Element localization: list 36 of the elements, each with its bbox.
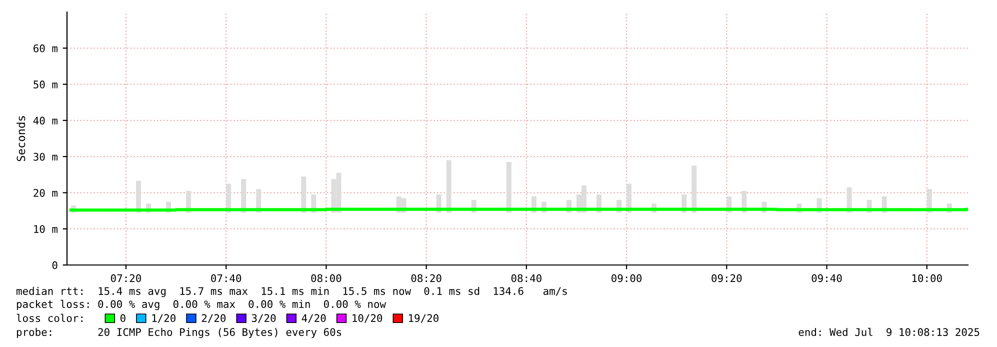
text: end: Wed Jul 9 10:08:13 2025 [798, 328, 980, 336]
legend-label: 19/20 [409, 314, 438, 323]
legend-label: 1/20 [152, 314, 176, 323]
bar [506, 162, 512, 213]
x-tick-label: 09:20 [712, 274, 742, 282]
x-tick-label: 10:00 [912, 274, 942, 282]
x-tick-label: 07:40 [211, 274, 242, 282]
y-axis-title: Seconds [16, 116, 26, 162]
bar [226, 184, 232, 213]
legend-label: 4/20 [302, 314, 326, 323]
legend-label: 0 [120, 314, 126, 322]
legend-title: loss color: [16, 314, 82, 322]
text: median rtt: 15.4 ms avg 15.7 ms max 15.1 ms min 15.5 ms now 0.1 ms sd 134.6 am/s [16, 286, 567, 298]
bar [692, 166, 697, 213]
y-tick-label: 60 m [34, 44, 58, 52]
text: probe: 20 ICMP Echo Pings (56 Bytes) every 60s [16, 328, 342, 338]
x-tick-label: 08:40 [511, 274, 542, 282]
y-tick-label: 0 [52, 261, 58, 270]
y-tick-label: 10 m [34, 225, 58, 233]
legend-label: 10/20 [352, 314, 382, 323]
x-tick-label: 09:40 [812, 274, 842, 282]
x-tick-label: 08:00 [311, 274, 342, 282]
bar [446, 160, 452, 213]
y-tick-label: 40 m [33, 116, 58, 125]
bar [241, 178, 246, 213]
y-tick-label: 20 m [34, 188, 58, 197]
legend-label: 3/20 [252, 314, 276, 323]
bar [301, 176, 306, 213]
y-tick-label: 50 m [34, 80, 58, 88]
x-tick-label: 07:20 [110, 274, 141, 282]
bar [626, 184, 632, 213]
text: packet loss: 0.00 % avg 0.00 % max 0.00 % min 0.00 % now [16, 300, 386, 310]
x-tick-label: 08:20 [411, 274, 442, 282]
y-tick-label: 30 m [34, 152, 58, 161]
x-tick-label: 09:00 [612, 274, 642, 282]
legend-label: 2/20 [202, 314, 226, 323]
